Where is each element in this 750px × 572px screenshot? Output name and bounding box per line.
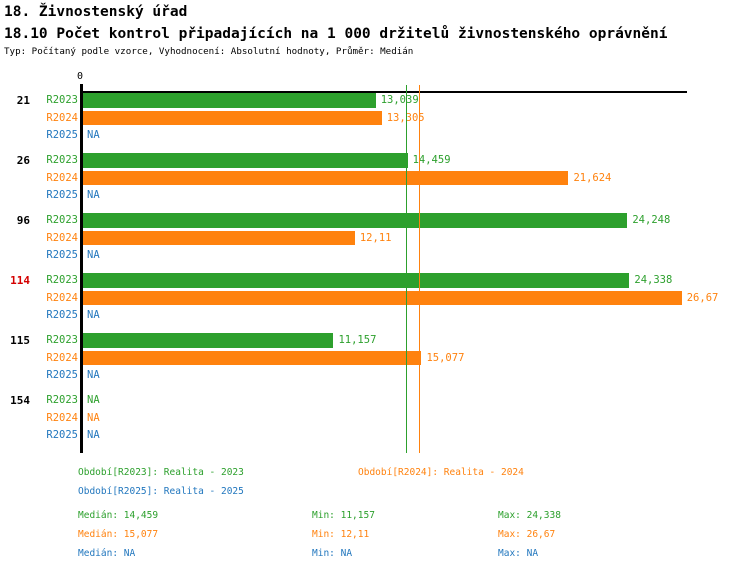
series-label-r2024: R2024 bbox=[46, 351, 78, 364]
value-label: 12,11 bbox=[359, 231, 392, 244]
bar-115-r2023 bbox=[83, 333, 334, 348]
series-label-r2023: R2023 bbox=[46, 334, 78, 346]
series-label-r2024: R2024 bbox=[46, 291, 78, 304]
series-label-r2024: R2024 bbox=[46, 411, 78, 424]
chart-title: 18.10 Počet kontrol připadajících na 1 0… bbox=[4, 26, 668, 42]
series-label-r2024: R2024 bbox=[46, 111, 78, 124]
value-label: 11,157 bbox=[338, 334, 377, 346]
na-value-label: NA bbox=[87, 429, 100, 441]
stat-median-r2025: Medián: NA bbox=[78, 548, 136, 559]
series-label-r2025: R2025 bbox=[46, 249, 78, 261]
category-label-96: 96 bbox=[16, 214, 30, 227]
na-value-label: NA bbox=[87, 189, 100, 201]
na-value-label: NA bbox=[87, 394, 100, 406]
value-label: 13,039 bbox=[380, 94, 419, 106]
value-label: 26,67 bbox=[686, 291, 719, 304]
category-group-154: 154 R2023 NA R2024 NA R2025 NA bbox=[0, 393, 750, 453]
y-axis-line bbox=[79, 84, 83, 453]
series-label-r2023: R2023 bbox=[46, 394, 78, 406]
value-label: 21,624 bbox=[573, 171, 612, 184]
na-value-label: NA bbox=[87, 411, 100, 424]
na-value-label: NA bbox=[87, 249, 100, 261]
category-group-96: 96 R2023 24,248 R2024 12,11 R2025 NA bbox=[0, 213, 750, 273]
stat-median-r2024: Medián: 15,077 bbox=[78, 529, 159, 540]
stat-max-r2025: Max: NA bbox=[498, 548, 539, 559]
x-axis-zero-tick-label: 0 bbox=[76, 71, 84, 82]
series-label-r2023: R2023 bbox=[46, 94, 78, 106]
stat-median-r2023: Medián: 14,459 bbox=[78, 510, 159, 521]
value-label: 24,248 bbox=[632, 214, 671, 226]
category-group-26: 26 R2023 14,459 R2024 21,624 R2025 NA bbox=[0, 153, 750, 213]
value-label: 15,077 bbox=[426, 351, 465, 364]
na-value-label: NA bbox=[87, 369, 100, 381]
series-label-r2024: R2024 bbox=[46, 231, 78, 244]
category-label-114: 114 bbox=[10, 274, 30, 287]
category-label-115: 115 bbox=[10, 334, 30, 347]
bar-21-r2023 bbox=[83, 93, 376, 108]
series-label-r2024: R2024 bbox=[46, 171, 78, 184]
bar-26-r2023 bbox=[83, 153, 408, 168]
stat-min-r2023: Min: 11,157 bbox=[312, 510, 375, 521]
legend-item-r2024: Období[R2024]: Realita - 2024 bbox=[358, 467, 524, 478]
value-label: 24,338 bbox=[634, 274, 673, 286]
bar-26-r2024 bbox=[83, 170, 569, 185]
series-label-r2025: R2025 bbox=[46, 429, 78, 441]
stat-max-r2024: Max: 26,67 bbox=[498, 529, 556, 540]
category-label-154: 154 bbox=[10, 394, 30, 407]
stat-min-r2024: Min: 12,11 bbox=[312, 529, 370, 540]
series-label-r2023: R2023 bbox=[46, 214, 78, 226]
series-label-r2023: R2023 bbox=[46, 154, 78, 166]
na-value-label: NA bbox=[87, 129, 100, 141]
page-title: 18. Živnostenský úřad bbox=[4, 4, 188, 20]
legend-item-r2025: Období[R2025]: Realita - 2025 bbox=[78, 486, 244, 497]
category-label-26: 26 bbox=[16, 154, 30, 167]
legend-item-r2023: Období[R2023]: Realita - 2023 bbox=[78, 467, 244, 478]
series-label-r2023: R2023 bbox=[46, 274, 78, 286]
chart-meta-line: Typ: Počítaný podle vzorce, Vyhodnocení:… bbox=[4, 46, 414, 57]
category-group-115: 115 R2023 11,157 R2024 15,077 R2025 NA bbox=[0, 333, 750, 393]
category-label-21: 21 bbox=[16, 94, 30, 107]
stat-min-r2025: Min: NA bbox=[312, 548, 353, 559]
series-label-r2025: R2025 bbox=[46, 309, 78, 321]
stat-max-r2023: Max: 24,338 bbox=[498, 510, 561, 521]
bar-115-r2024 bbox=[83, 350, 422, 365]
value-label: 14,459 bbox=[412, 154, 451, 166]
median-line-r2023 bbox=[405, 85, 407, 453]
series-label-r2025: R2025 bbox=[46, 129, 78, 141]
bar-96-r2024 bbox=[83, 230, 355, 245]
bar-114-r2024 bbox=[83, 290, 682, 305]
na-value-label: NA bbox=[87, 309, 100, 321]
x-axis-line bbox=[81, 91, 687, 93]
bar-21-r2024 bbox=[83, 110, 382, 125]
median-line-r2024 bbox=[419, 85, 421, 453]
bar-114-r2023 bbox=[83, 273, 630, 288]
series-label-r2025: R2025 bbox=[46, 369, 78, 381]
series-label-r2025: R2025 bbox=[46, 189, 78, 201]
category-group-114: 114 R2023 24,338 R2024 26,67 R2025 NA bbox=[0, 273, 750, 333]
bar-96-r2023 bbox=[83, 213, 628, 228]
